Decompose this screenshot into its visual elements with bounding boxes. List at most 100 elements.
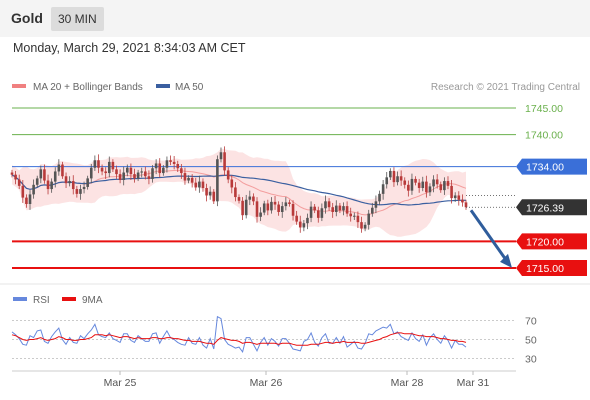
- candle-body: [234, 187, 237, 198]
- x-axis-labels: Mar 25 Mar 26 Mar 28 Mar 31: [104, 371, 490, 389]
- x-tick-label: Mar 26: [250, 377, 283, 389]
- x-tick-label: Mar 31: [457, 377, 490, 389]
- candle-body: [280, 206, 284, 212]
- candle-body: [259, 212, 262, 217]
- rsi-plot: 70 50 30: [11, 315, 537, 366]
- candle-body: [389, 170, 392, 178]
- candle-body: [219, 152, 223, 160]
- candle-body: [32, 184, 35, 195]
- candle-body: [342, 206, 345, 211]
- candle-body: [324, 201, 327, 209]
- candle-body: [50, 181, 53, 190]
- candle-body: [306, 217, 309, 224]
- candle-body: [187, 177, 190, 181]
- candle-body: [334, 205, 338, 212]
- candle-body: [331, 207, 334, 212]
- candle-body: [46, 180, 50, 190]
- candle-body: [205, 188, 208, 196]
- candle-body: [453, 195, 457, 199]
- candle-body: [93, 160, 97, 168]
- candle-body: [100, 167, 104, 172]
- candle-body: [313, 206, 316, 211]
- level-label-target: 1745.00: [525, 103, 563, 115]
- price-plot: 1745.00 1740.00 1734.00 1720.00 1715.00 1726.…: [10, 103, 587, 276]
- rsi-level-label: 50: [525, 335, 537, 347]
- candle-body: [298, 221, 302, 228]
- candle-body: [371, 207, 374, 214]
- rsi-legend-swatch: [13, 297, 27, 301]
- level-label-support: 1720.00: [526, 236, 564, 248]
- candle-body: [35, 178, 39, 185]
- candle-body: [327, 201, 331, 208]
- candle-body: [172, 161, 176, 164]
- candle-body: [216, 159, 219, 202]
- candle-body: [180, 168, 183, 174]
- bollinger-legend-swatch: [12, 84, 26, 88]
- candle-body: [10, 172, 14, 175]
- x-tick-label: Mar 25: [104, 377, 137, 389]
- candle-body: [255, 201, 259, 217]
- last-price-tag: [516, 199, 587, 216]
- candle-body: [252, 196, 255, 202]
- candle-body: [241, 200, 244, 216]
- candle-body: [68, 181, 71, 184]
- bollinger-legend-label: MA 20 + Bollinger Bands: [33, 82, 143, 93]
- candle-body: [288, 202, 291, 204]
- candle-body: [338, 205, 342, 211]
- forecast-arrow: [469, 209, 508, 261]
- candle-body: [25, 197, 28, 204]
- candle-body: [111, 161, 115, 170]
- rsi-level-label: 70: [525, 316, 537, 328]
- last-price-label: 1726.39: [526, 202, 564, 214]
- candle-body: [353, 215, 356, 217]
- timeframe-button[interactable]: 30 MIN: [51, 7, 104, 31]
- candle-body: [21, 185, 25, 198]
- candle-body: [417, 182, 421, 188]
- rsi-level-label: 30: [525, 354, 537, 366]
- candle-body: [356, 215, 360, 223]
- candle-body: [140, 171, 144, 173]
- rsi-line: [11, 315, 467, 354]
- candle-body: [374, 201, 378, 208]
- header: Gold 30 MIN: [0, 0, 590, 37]
- candle-body: [248, 196, 252, 200]
- candle-body: [316, 210, 320, 218]
- candle-body: [262, 203, 266, 213]
- candle-body: [208, 191, 212, 196]
- candle-body: [136, 172, 140, 179]
- timestamp: Monday, March 29, 2021 8:34:03 AM CET: [13, 41, 246, 55]
- candle-body: [360, 222, 363, 229]
- candle-body: [403, 180, 407, 185]
- candle-body: [378, 193, 381, 202]
- candle-body: [410, 178, 414, 191]
- candle-body: [226, 170, 230, 180]
- candle-body: [277, 204, 280, 212]
- candle-body: [115, 169, 118, 175]
- level-tag-support: [516, 233, 587, 250]
- candle-body: [71, 181, 75, 190]
- candle-body: [295, 215, 298, 222]
- candle-body: [79, 189, 82, 194]
- candle-body: [320, 208, 324, 218]
- level-label-target: 1740.00: [525, 130, 563, 142]
- candle-body: [64, 176, 68, 184]
- candle-body: [363, 224, 367, 229]
- candle-body: [107, 161, 111, 174]
- candle-body: [212, 191, 216, 202]
- candle-body: [223, 152, 226, 171]
- candle-body: [396, 176, 399, 183]
- forecast-arrow-head: [500, 253, 512, 268]
- candle-body: [446, 181, 450, 186]
- level-tag-support: [516, 260, 587, 276]
- candle-body: [244, 199, 248, 216]
- candle-body: [169, 160, 172, 162]
- bollinger-band: [12, 148, 466, 237]
- candle-body: [147, 176, 151, 179]
- candle-body: [443, 181, 446, 191]
- level-label-pivot: 1734.00: [526, 162, 564, 174]
- candle-body: [273, 201, 277, 205]
- candle-body: [349, 213, 352, 217]
- candle-body: [432, 179, 435, 187]
- candle-body: [198, 181, 201, 188]
- candle-body: [421, 181, 425, 188]
